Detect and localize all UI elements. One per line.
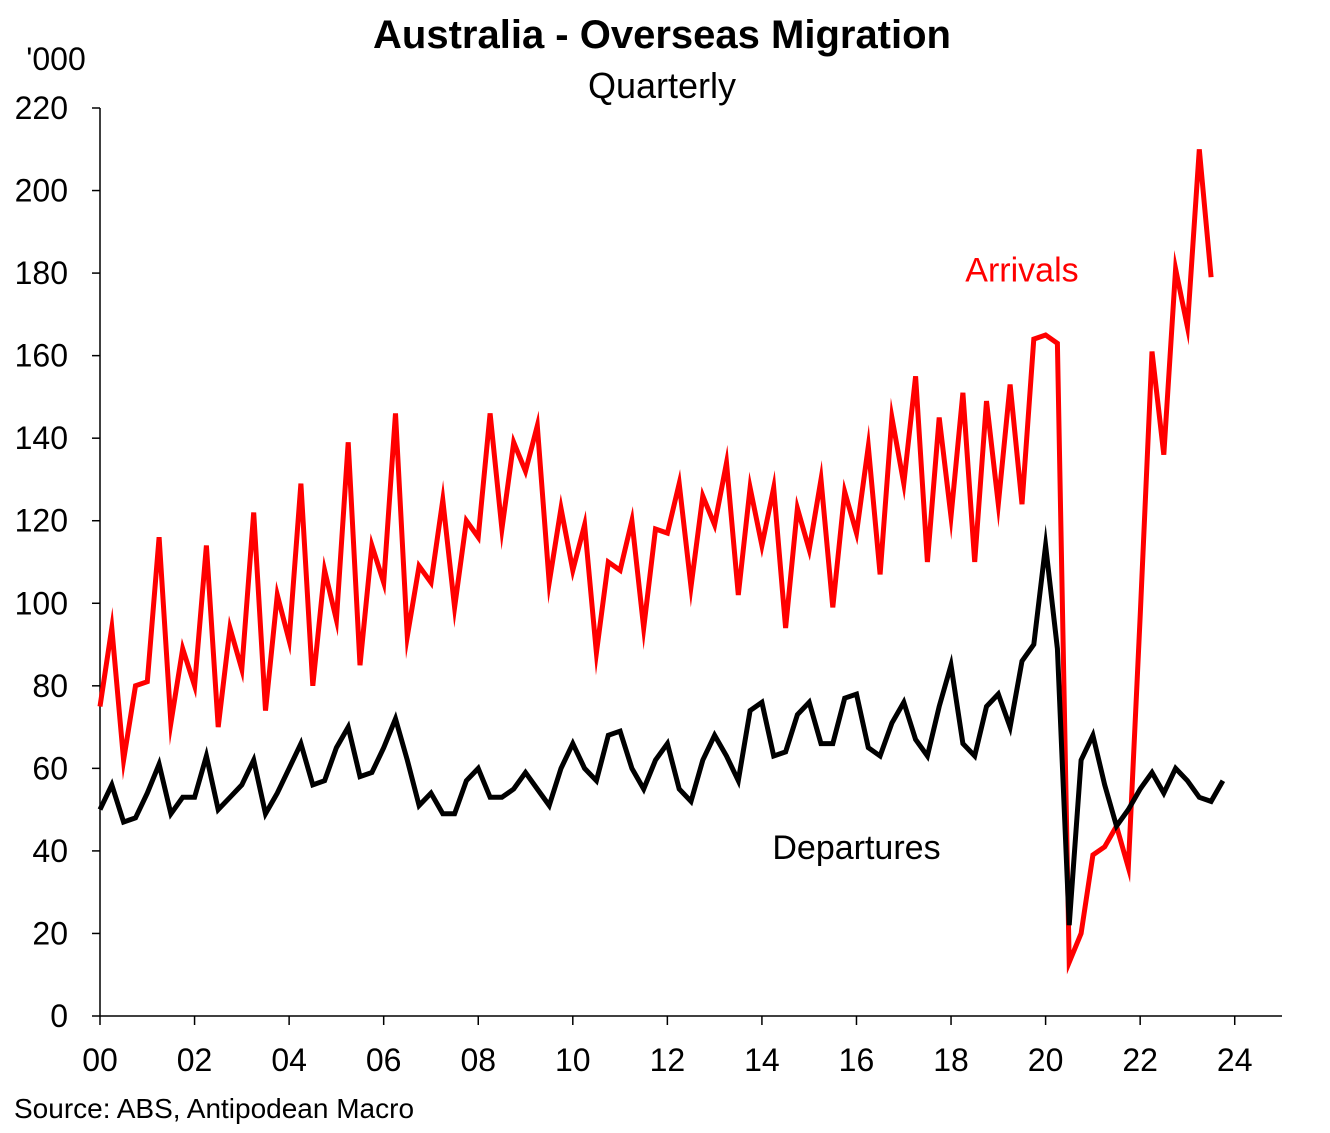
y-tick-label: 120 xyxy=(15,503,68,539)
y-tick-label: 20 xyxy=(32,915,68,951)
x-tick-label: 14 xyxy=(744,1042,780,1078)
x-tick-label: 06 xyxy=(366,1042,402,1078)
x-tick-label: 24 xyxy=(1217,1042,1253,1078)
y-axis: 0 20 40 60 80 100 120 140 160 180 200 220 xyxy=(15,90,101,1034)
x-axis: 00 02 04 06 08 10 12 14 16 18 20 22 24 xyxy=(82,1015,1282,1078)
y-tick-label: 100 xyxy=(15,585,68,621)
y-tick-label: 200 xyxy=(15,173,68,209)
x-tick-label: 16 xyxy=(839,1042,875,1078)
y-tick-label: 80 xyxy=(32,668,68,704)
y-tick-label: 60 xyxy=(32,750,68,786)
x-tick-label: 12 xyxy=(650,1042,686,1078)
x-tick-label: 22 xyxy=(1122,1042,1158,1078)
y-tick-label: 220 xyxy=(15,90,68,126)
source-note: Source: ABS, Antipodean Macro xyxy=(14,1093,414,1124)
x-tick-label: 20 xyxy=(1028,1042,1064,1078)
x-tick-label: 10 xyxy=(555,1042,591,1078)
y-tick-label: 140 xyxy=(15,420,68,456)
series-line-arrivals xyxy=(97,149,1214,975)
y-tick-label: 180 xyxy=(15,255,68,291)
chart-subtitle: Quarterly xyxy=(588,65,736,106)
y-tick-label: 160 xyxy=(15,338,68,374)
x-tick-label: 08 xyxy=(460,1042,496,1078)
y-tick-label: 40 xyxy=(32,833,68,869)
series-label-departures: Departures xyxy=(772,829,940,867)
y-axis-unit-label: '000 xyxy=(26,41,86,77)
x-tick-label: 00 xyxy=(82,1042,118,1078)
series-layer xyxy=(97,149,1226,975)
series-label-arrivals: Arrivals xyxy=(965,251,1078,289)
series-line-departures xyxy=(97,523,1226,926)
x-tick-label: 04 xyxy=(271,1042,307,1078)
x-tick-label: 02 xyxy=(177,1042,213,1078)
chart-title: Australia - Overseas Migration xyxy=(373,13,951,57)
annotation-layer: Arrivals Departures xyxy=(772,251,1078,867)
x-tick-label: 18 xyxy=(933,1042,969,1078)
y-tick-label: 0 xyxy=(50,998,68,1034)
